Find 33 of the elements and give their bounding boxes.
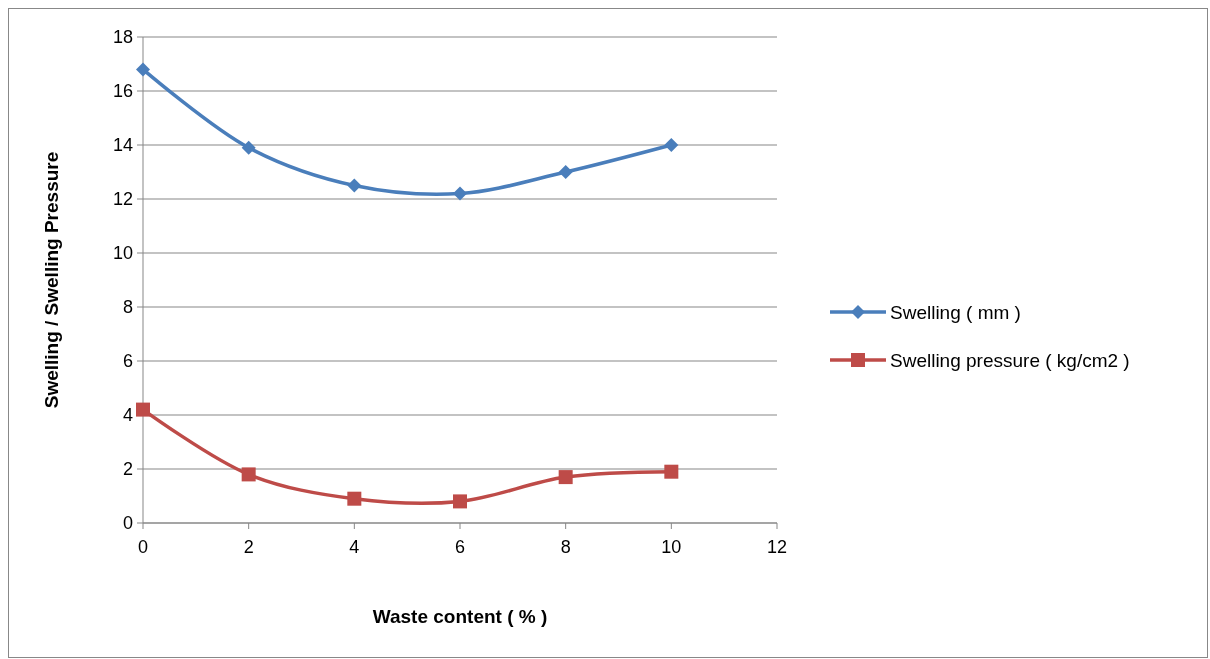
point: [664, 464, 679, 479]
y-tick-label: 12: [112, 189, 133, 210]
legend-label: Swelling pressure ( kg/cm2 ): [890, 349, 1130, 371]
point: [241, 140, 256, 155]
x-tick-label: 0: [137, 537, 149, 557]
x-axis-title: Waste content ( % ): [372, 606, 548, 627]
y-tick-label: 8: [122, 297, 133, 318]
point: [453, 186, 467, 201]
y-tick-label: 2: [122, 459, 133, 480]
x-tick-label: 10: [661, 537, 682, 557]
y-tick-label: 6: [122, 351, 133, 372]
x-tick-label: 2: [243, 537, 254, 557]
x-tick-label: 6: [454, 537, 466, 557]
legend-label: Swelling ( mm ): [890, 301, 1021, 323]
x-tick-label: 8: [560, 537, 571, 557]
point: [558, 470, 573, 485]
y-tick-label: 16: [112, 81, 133, 102]
y-tick-label: 4: [122, 405, 133, 426]
point: [347, 491, 362, 506]
point: [241, 467, 256, 482]
y-tick-label: 14: [112, 135, 133, 156]
point: [664, 138, 679, 152]
x-tick-label: 4: [349, 537, 360, 557]
point: [558, 165, 573, 179]
point: [136, 402, 150, 417]
point: [136, 62, 150, 77]
y-tick-label: 18: [112, 27, 133, 48]
y-tick-label: 0: [122, 513, 133, 534]
point: [453, 494, 467, 509]
x-tick-label: 12: [766, 537, 788, 557]
y-tick-label: 10: [112, 243, 133, 264]
point: [347, 178, 362, 193]
y-axis-title: Swelling / Swelling Pressure: [41, 151, 62, 409]
